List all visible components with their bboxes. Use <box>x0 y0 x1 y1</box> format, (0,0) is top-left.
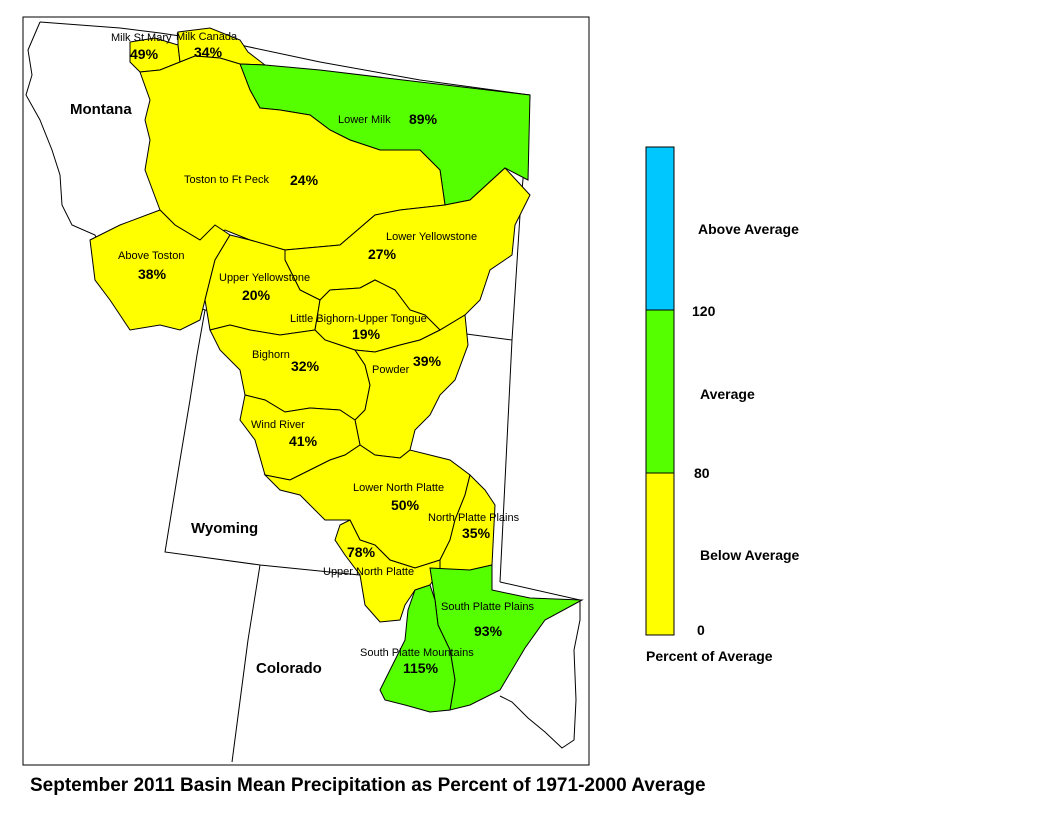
basin-percent-south-platte-plains: 93% <box>474 623 503 639</box>
state-label-wyoming: Wyoming <box>191 520 258 537</box>
basin-name-upper-yellowstone: Upper Yellowstone <box>219 272 310 284</box>
legend-break-120: 120 <box>692 303 716 319</box>
basin-percent-bighorn: 32% <box>291 358 320 374</box>
basin-percent-lower-north-platte: 50% <box>391 497 420 513</box>
legend-break-0: 0 <box>697 622 705 638</box>
basin-name-lower-north-platte: Lower North Platte <box>353 482 444 494</box>
basin-name-bighorn: Bighorn <box>252 349 290 361</box>
basin-percent-upper-north-platte: 78% <box>347 544 376 560</box>
map-title: September 2011 Basin Mean Precipitation … <box>30 775 706 796</box>
basin-percent-milk-canada: 34% <box>194 44 223 60</box>
basin-name-north-platte-plains: North Platte Plains <box>428 512 520 524</box>
legend-label-above-average: Above Average <box>698 221 799 237</box>
basin-percent-milk-st-mary: 49% <box>130 46 159 62</box>
basin-percent-labels: 49% 34% 89% 24% 38% 27% 20% 19% 32% 39% … <box>130 44 503 676</box>
basin-name-wind-river: Wind River <box>251 419 305 431</box>
basin-name-south-platte-mountains: South Platte Mountains <box>360 647 474 659</box>
basin-percent-lower-milk: 89% <box>409 111 438 127</box>
basin-name-upper-north-platte: Upper North Platte <box>323 566 414 578</box>
legend-swatch-average <box>645 309 675 474</box>
state-labels: Montana Wyoming Colorado <box>70 101 322 677</box>
basin-name-labels: Milk St Mary Milk Canada Lower Milk Tost… <box>111 31 534 659</box>
basin-percent-upper-yellowstone: 20% <box>242 287 271 303</box>
basin-name-above-toston: Above Toston <box>118 250 184 262</box>
legend-label-below-average: Below Average <box>700 547 800 563</box>
basin-name-powder: Powder <box>372 364 410 376</box>
legend-break-80: 80 <box>694 465 710 481</box>
basin-name-milk-st-mary: Milk St Mary <box>111 32 172 44</box>
basin-toston-ft-peck[interactable] <box>139 55 446 251</box>
basin-name-lower-milk: Lower Milk <box>338 114 391 126</box>
state-label-colorado: Colorado <box>256 660 322 677</box>
basin-name-toston-ft-peck: Toston to Ft Peck <box>184 174 269 186</box>
colorado-boundary <box>231 564 581 763</box>
basin-percent-toston-ft-peck: 24% <box>290 172 319 188</box>
basin-percent-south-platte-mountains: 115% <box>403 660 439 676</box>
legend-swatch-below-average <box>645 472 675 636</box>
legend-swatch-above-average <box>645 146 675 311</box>
basin-percent-lower-yellowstone: 27% <box>368 246 397 262</box>
state-label-montana: Montana <box>70 101 132 118</box>
legend: Above Average 120 Average 80 Below Avera… <box>645 146 800 664</box>
basin-percent-wind-river: 41% <box>289 433 318 449</box>
basin-percent-little-bighorn: 19% <box>352 326 381 342</box>
basin-south-platte-mountains[interactable] <box>379 584 456 713</box>
basin-name-milk-canada: Milk Canada <box>176 31 238 43</box>
basin-name-lower-yellowstone: Lower Yellowstone <box>386 231 477 243</box>
basin-percent-powder: 39% <box>413 353 442 369</box>
basins <box>89 27 584 713</box>
legend-caption: Percent of Average <box>646 648 773 664</box>
basin-percent-above-toston: 38% <box>138 266 167 282</box>
basin-percent-north-platte-plains: 35% <box>462 525 491 541</box>
legend-label-average: Average <box>700 386 755 402</box>
basin-powder[interactable] <box>353 314 469 459</box>
basin-name-south-platte-plains: South Platte Plains <box>441 601 534 613</box>
basin-name-little-bighorn: Little Bighorn-Upper Tongue <box>290 313 427 325</box>
